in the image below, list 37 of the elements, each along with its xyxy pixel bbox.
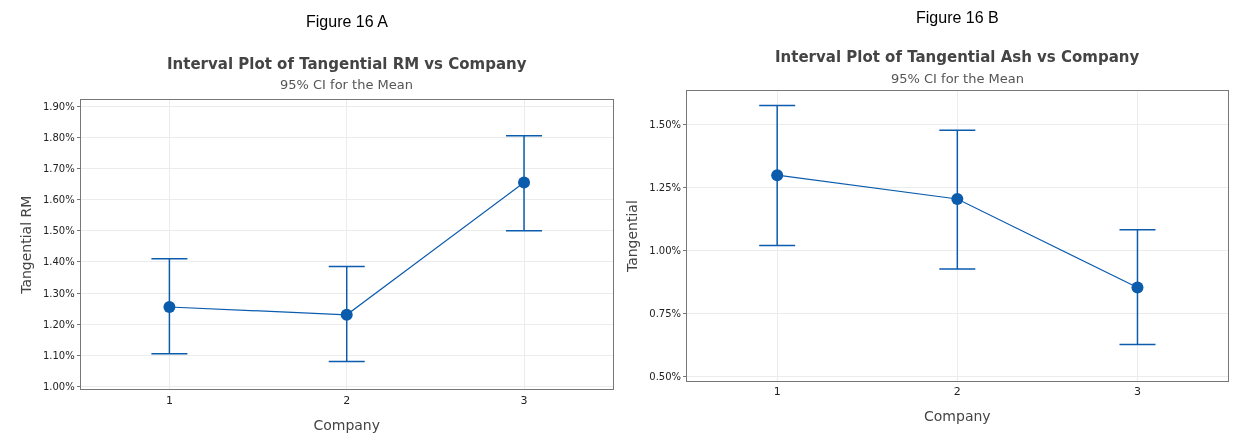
x-tick-label: 3	[1133, 385, 1141, 399]
point	[163, 301, 176, 313]
chart-title: Interval Plot of Tangential Ash vs Company	[775, 48, 1140, 66]
y-tick-label: 0.50%	[649, 370, 682, 382]
chart-title: Interval Plot of Tangential RM vs Company	[167, 55, 527, 73]
x-tick-label: 3	[520, 393, 528, 407]
caption: Figure 16 A	[306, 13, 389, 30]
y-axis-title: Tangential	[623, 200, 640, 274]
y-tick-label: 1.80%	[42, 131, 75, 143]
y-tick-label: 1.30%	[42, 287, 75, 299]
point	[518, 176, 531, 189]
y-tick-label: 1.25%	[649, 182, 682, 194]
x-axis-title: Company	[924, 408, 991, 425]
y-tick-label: 1.70%	[42, 163, 75, 175]
chart-subtitle: 95% CI for the Mean	[280, 77, 413, 92]
y-axis-title: Tangential RM	[17, 195, 34, 295]
y-tick-label: 1.50%	[42, 225, 75, 237]
caption: Figure 16 B	[916, 9, 999, 26]
y-tick-label: 0.75%	[649, 307, 682, 319]
point	[1131, 281, 1144, 294]
y-tick-label: 1.00%	[42, 380, 75, 392]
y-tick-label: 1.90%	[42, 100, 75, 112]
y-tick-label: 1.20%	[42, 318, 75, 330]
y-tick-label: 1.10%	[42, 349, 75, 361]
x-tick-label: 2	[343, 393, 351, 407]
point	[771, 169, 784, 182]
y-tick-label: 1.40%	[42, 256, 75, 268]
point	[951, 193, 964, 206]
x-tick-label: 1	[165, 393, 173, 407]
y-tick-label: 1.00%	[649, 245, 682, 257]
y-tick-label: 1.60%	[42, 194, 75, 206]
x-tick-label: 1	[773, 385, 781, 399]
point	[340, 308, 353, 321]
x-axis-title: Company	[313, 416, 381, 433]
y-tick-label: 1.50%	[649, 119, 682, 131]
x-tick-label: 2	[953, 385, 961, 399]
chart-subtitle: 95% CI for the Mean	[891, 71, 1024, 86]
